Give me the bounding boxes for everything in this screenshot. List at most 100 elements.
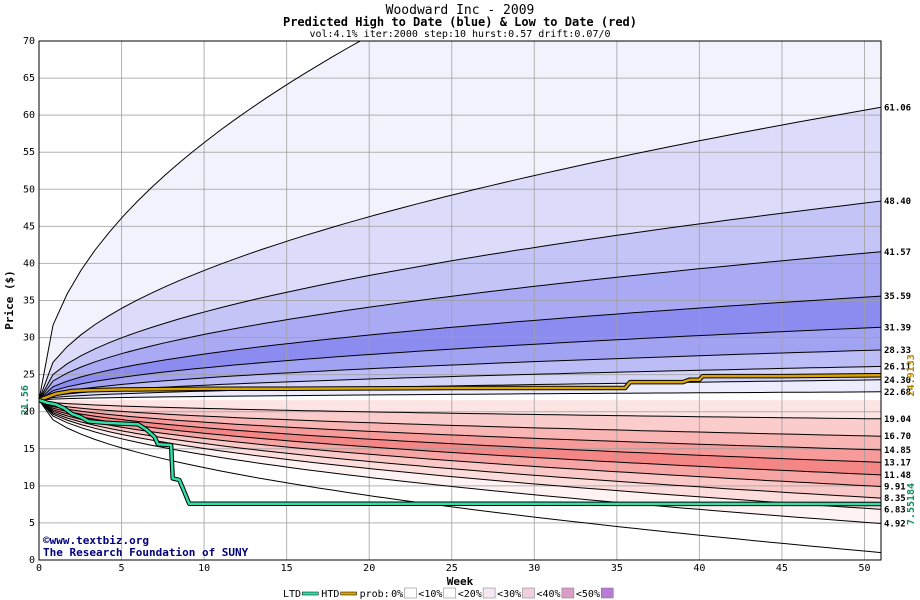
footer-line-2: The Research Foundation of SUNY: [43, 546, 249, 559]
band-label: 9.91: [884, 483, 906, 493]
y-axis-label: Price ($): [3, 270, 16, 330]
y-tick-label: 45: [23, 221, 35, 232]
x-tick-label: 5: [119, 563, 125, 574]
x-tick-label: 35: [611, 563, 623, 574]
legend-item-swatch: [601, 587, 614, 599]
band-line: [39, 41, 362, 401]
legend-item-swatch: [443, 587, 456, 599]
legend-item-label: <40%: [537, 589, 561, 600]
band-label: 61.06: [884, 103, 911, 113]
high-band-1: [39, 107, 881, 401]
low-band-1: [39, 400, 881, 437]
probability-bands: [39, 41, 881, 553]
band-line: [39, 399, 881, 510]
legend-htd-swatch: [340, 591, 357, 596]
legend-item-label: 0%: [391, 589, 403, 600]
band-label: 35.59: [884, 292, 911, 302]
band-line: [39, 106, 881, 401]
band-line: [39, 399, 881, 463]
legend-ltd-swatch: [302, 591, 319, 596]
band-line: [39, 399, 881, 476]
x-tick-label: 0: [36, 563, 42, 574]
series-ltd-end-label: 7.55184: [906, 483, 917, 525]
y-tick-label: 0: [29, 555, 35, 566]
band-line: [39, 349, 881, 401]
band-label: 26.11: [884, 362, 911, 372]
high-band-9: [39, 391, 881, 401]
start-price-label: 21.56: [20, 385, 31, 415]
band-label: 13.17: [884, 458, 911, 468]
y-tick-label: 15: [23, 444, 35, 455]
x-axis-label: Week: [447, 575, 474, 588]
legend-item-label: <10%: [418, 589, 442, 600]
y-tick-label: 50: [23, 184, 35, 195]
high-band-5: [39, 327, 881, 401]
band-line: [39, 200, 881, 401]
y-tick-label: 40: [23, 258, 35, 269]
chart-params: vol:4.1% iter:2000 step:10 hurst:0.57 dr…: [309, 29, 610, 40]
band-label: 11.48: [884, 471, 911, 481]
series-htd-end-label: 24.9133: [906, 354, 917, 396]
band-label: 4.92: [884, 520, 906, 530]
band-line: [39, 326, 881, 401]
plot-frame: [38, 40, 882, 561]
legend: LTD HTD prob: 0% <10% <20% <30% <40% <50%: [283, 587, 614, 600]
x-tick-label: 15: [281, 563, 293, 574]
y-tick-label: 65: [23, 73, 35, 84]
band-label: 28.33: [884, 346, 911, 356]
band-line: [39, 399, 881, 487]
band-label: 24.30: [884, 376, 911, 386]
high-band-3: [39, 251, 881, 401]
footer-line-1: ©www.textbiz.org: [43, 534, 149, 547]
y-tick-label: 10: [23, 481, 35, 492]
y-tick-label: 60: [23, 110, 35, 121]
band-line: [39, 391, 881, 401]
legend-item-swatch: [522, 587, 535, 599]
band-label: 41.57: [884, 248, 911, 258]
low-band-0: [39, 400, 881, 419]
legend-ltd-label: LTD: [283, 589, 301, 600]
band-label: 14.85: [884, 446, 911, 456]
high-band-0: [39, 41, 881, 401]
x-tick-label: 10: [198, 563, 210, 574]
legend-item-label: <20%: [458, 589, 482, 600]
band-line: [39, 399, 881, 437]
chart-subtitle: Predicted High to Date (blue) & Low to D…: [283, 15, 637, 29]
y-tick-label: 35: [23, 296, 35, 307]
y-tick-label: 20: [23, 407, 35, 418]
series-ltd: [38, 398, 882, 506]
x-tick-label: 30: [528, 563, 540, 574]
band-label: 6.83: [884, 505, 906, 515]
band-label: 48.40: [884, 197, 911, 207]
low-band-4: [39, 400, 881, 475]
band-line: [39, 365, 881, 401]
band-line: [39, 399, 881, 524]
x-tick-label: 45: [776, 563, 788, 574]
band-label: 22.68: [884, 388, 911, 398]
band-line: [39, 251, 881, 401]
band-label: 16.70: [884, 432, 911, 442]
band-line: [39, 295, 881, 401]
y-tick-label: 70: [23, 36, 35, 47]
low-band-3: [39, 400, 881, 463]
low-band-6: [39, 400, 881, 499]
low-band-8: [39, 400, 881, 524]
legend-item-swatch: [482, 587, 496, 599]
legend-prob-label: prob:: [360, 589, 390, 600]
x-tick-label: 20: [363, 563, 375, 574]
band-line: [39, 399, 881, 451]
legend-item-label: <30%: [497, 589, 521, 600]
legend-item-swatch: [404, 587, 417, 599]
x-tick-label: 50: [858, 563, 870, 574]
x-tick-label: 25: [446, 563, 458, 574]
band-line: [39, 399, 881, 420]
legend-htd-label: HTD: [321, 589, 339, 600]
chart-title: Woodward Inc - 2009: [386, 3, 535, 18]
x-tick-label: 40: [693, 563, 705, 574]
legend-item-label: <50%: [576, 589, 600, 600]
low-band-2: [39, 400, 881, 450]
low-band-7: [39, 400, 881, 510]
plot-area: 61.06 48.40 41.57 35.59 31.39 28.33 26.11 24.30…: [20, 36, 917, 574]
series-htd: [38, 374, 882, 402]
